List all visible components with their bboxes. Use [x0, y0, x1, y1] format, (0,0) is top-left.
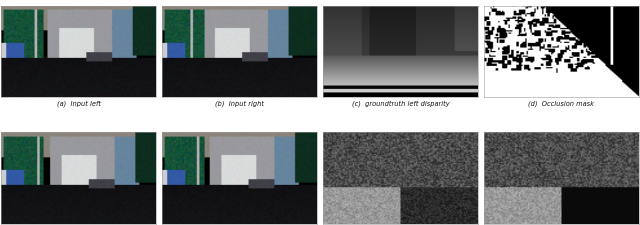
X-axis label: (d)  Occlusion mask: (d) Occlusion mask [529, 100, 595, 107]
X-axis label: (a)  Input left: (a) Input left [56, 100, 100, 107]
X-axis label: (c)  groundtruth left disparity: (c) groundtruth left disparity [351, 100, 449, 107]
X-axis label: (b)  Input right: (b) Input right [215, 100, 264, 107]
